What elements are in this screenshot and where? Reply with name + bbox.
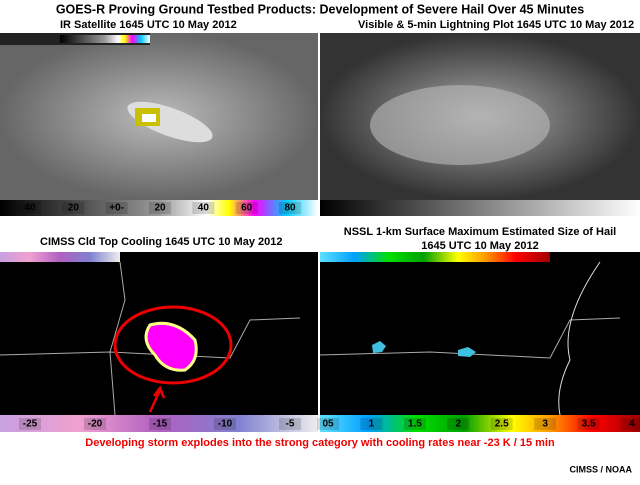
scale-label: 60 [241,203,253,214]
scale-label-bg [403,418,426,430]
scale-label: 2.5 [495,419,509,430]
scale-label: 3 [542,419,548,430]
scale-label: 1.5 [408,419,422,430]
map-border [109,261,126,416]
scale-label-bg [235,202,258,214]
scale-label-bg [149,418,171,430]
highlight-circle [113,305,233,385]
scale-label-bg [62,202,85,214]
scale-label-bg [214,418,236,430]
scale-label-bg [279,418,301,430]
scale-label: -10 [218,419,233,430]
visible-scale [320,200,640,216]
scale-label-bg [490,418,513,430]
scale-label: -15 [153,419,168,430]
panel-label: NSSL 1-km Surface Maximum Estimated Size… [344,226,616,238]
hail-top-scale [320,252,550,262]
scale-label-bg [105,202,128,214]
scale-label-bg [317,418,339,430]
hail-swath [372,341,476,357]
ir-top-scale [60,35,150,43]
scale-label-bg [84,418,106,430]
scale-label: 4 [629,419,635,430]
scale-label: -25 [23,419,38,430]
map-border [319,317,621,359]
panel-label: 1645 UTC 10 May 2012 [421,240,538,252]
scale-label: 1 [369,419,375,430]
cloud [370,85,550,165]
scale-label: -5 [286,419,295,430]
title: GOES-R Proving Ground Testbed Products: … [56,2,584,16]
cooling-cell [144,321,198,372]
scale-label: 20 [154,203,166,214]
scale-label: -20 [88,419,103,430]
coastline [558,261,601,416]
scale-label-bg [621,418,640,430]
credit: CIMSS / NOAA [569,464,632,474]
scale-label: 3.5 [582,419,596,430]
map-border [0,317,301,359]
scale-label-bg [447,418,470,430]
scale-label: 20 [68,203,80,214]
scale-label-bg [534,418,557,430]
cooling-scale [0,415,318,432]
scale-label-bg [149,202,171,214]
scale-label: 05 [322,419,334,430]
scale-label-bg [192,202,215,214]
scale-label-bg [577,418,600,430]
panel-label: Visible & 5-min Lightning Plot 1645 UTC … [358,19,634,31]
scale-label: 40 [198,203,210,214]
caption: Developing storm explodes into the stron… [85,437,555,449]
hail-image [320,252,640,415]
scale-label: +0- [109,203,124,214]
panel-label: CIMSS Cld Top Cooling 1645 UTC 10 May 20… [40,236,282,248]
scale-label-bg [19,418,41,430]
scale-label-bg [279,202,301,214]
hail-scale [320,415,640,432]
ir-scale [0,200,318,216]
panel-label: IR Satellite 1645 UTC 10 May 2012 [60,19,237,31]
scale-label: 2 [456,419,462,430]
scale-label: 80 [284,203,296,214]
scale-label-bg [360,418,383,430]
cooling-top-scale [0,252,120,262]
cold-core [142,114,156,122]
scale-label: 40 [24,203,36,214]
scale-label-bg [19,202,41,214]
arrow [148,385,166,413]
